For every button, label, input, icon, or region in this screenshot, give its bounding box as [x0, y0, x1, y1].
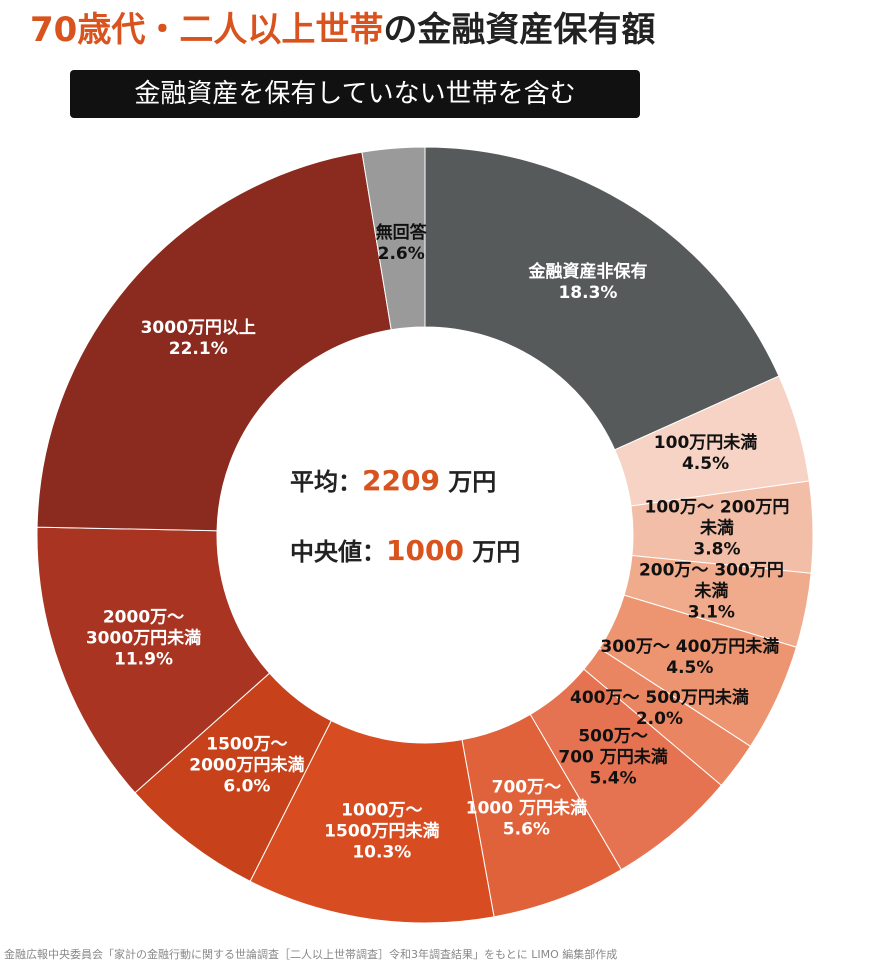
- value-label: 18.3%: [558, 283, 618, 304]
- chart-title: 70歳代・二人以上世帯の金融資産保有額: [30, 2, 655, 51]
- median-label: 中央値：: [290, 538, 386, 566]
- category-label: 1500万～ 2000万円未満: [189, 734, 305, 776]
- category-label: 200万～ 300万円未満: [638, 560, 784, 602]
- value-label: 4.5%: [666, 657, 714, 678]
- slice-label: 1000万～ 1500万円未満 10.3%: [324, 800, 439, 863]
- value-label: 4.5%: [681, 454, 730, 475]
- category-label: 無回答: [375, 222, 427, 243]
- slice-label: 100万円未満 4.5%: [654, 433, 758, 475]
- subtitle: 金融資産を保有していない世帯を含む: [70, 70, 640, 118]
- donut-slice: [361, 146, 426, 331]
- value-label: 3.1%: [687, 602, 735, 623]
- mean-unit: 万円: [448, 468, 497, 496]
- slice-label: 1500万～ 2000万円未満 6.0%: [189, 735, 304, 798]
- title-rest: の金融資産保有額: [383, 10, 656, 50]
- category-label: 300万～ 400万円未満: [600, 636, 780, 657]
- mean-label: 平均：: [290, 468, 362, 496]
- category-label: 3000万円以上: [140, 317, 256, 338]
- category-label: 500万～ 700 万円未満: [558, 726, 668, 768]
- value-label: 5.6%: [502, 819, 550, 840]
- category-label: 400万～ 500万円未満: [569, 688, 749, 709]
- donut-slice: [36, 526, 271, 794]
- slice-label: 300万～ 400万円未満 4.5%: [600, 637, 779, 679]
- mean-row: 平均：2209 万円: [290, 462, 496, 497]
- slice-label: 200万～ 300万円未満 3.1%: [632, 560, 791, 623]
- donut-slice: [36, 151, 392, 532]
- category-label: 100万～ 200万円未満: [644, 497, 790, 539]
- slice-label: 700万～ 1000 万円未満 5.6%: [466, 777, 587, 840]
- slice-label: 3000万円以上 22.1%: [141, 318, 256, 360]
- value-label: 10.3%: [352, 842, 412, 863]
- value-label: 11.9%: [114, 649, 173, 670]
- category-label: 金融資産非保有: [528, 262, 648, 283]
- value-label: 3.8%: [693, 539, 741, 560]
- category-label: 100万円未満: [653, 433, 758, 454]
- slice-label: 無回答 2.6%: [376, 223, 427, 265]
- category-label: 700万～ 1000 万円未満: [465, 777, 588, 819]
- median-unit: 万円: [472, 538, 521, 566]
- slice-label: 金融資産非保有 18.3%: [528, 262, 647, 304]
- value-label: 22.1%: [168, 338, 228, 359]
- donut-slice: [424, 146, 780, 451]
- mean-value: 2209: [362, 464, 440, 497]
- title-highlight: 70歳代・二人以上世帯: [30, 10, 384, 50]
- category-label: 1000万～ 1500万円未満: [324, 800, 440, 842]
- slice-label: 100万～ 200万円未満 3.8%: [640, 498, 793, 561]
- value-label: 6.0%: [223, 776, 271, 797]
- slice-label: 400万～ 500万円未満 2.0%: [570, 688, 749, 730]
- median-row: 中央値：1000 万円: [290, 532, 520, 567]
- median-value: 1000: [386, 534, 464, 567]
- slice-label: 500万～ 700 万円未満 5.4%: [558, 727, 667, 790]
- value-label: 5.4%: [589, 768, 637, 789]
- value-label: 2.0%: [635, 709, 684, 730]
- value-label: 2.6%: [377, 243, 425, 264]
- category-label: 2000万～ 3000万円未満: [85, 607, 202, 649]
- source-note: 金融広報中央委員会「家計の金融行動に関する世論調査［二人以上世帯調査］令和3年調…: [4, 948, 618, 961]
- slice-label: 2000万～ 3000万円未満 11.9%: [86, 607, 201, 670]
